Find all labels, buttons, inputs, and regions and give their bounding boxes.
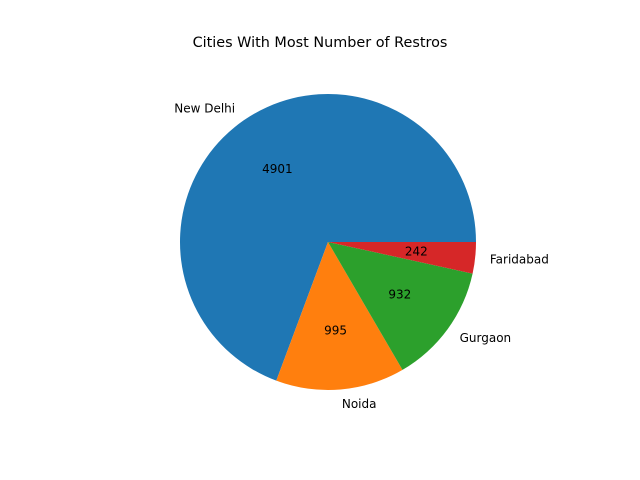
pie-value-labels: 4901 995 932 242 [262,162,428,337]
pie-category-label: Gurgaon [460,331,512,345]
pie-category-labels: New Delhi Noida Gurgaon Faridabad [174,101,549,411]
pie-value-label: 932 [388,287,411,301]
pie-slice-gurgaon [328,242,473,370]
pie-value-label: 995 [324,323,347,337]
pie-slice-noida [276,242,403,390]
pie-value-label: 242 [405,245,428,259]
chart-title: Cities With Most Number of Restros [192,35,448,51]
pie-slices [180,94,477,390]
pie-slice-faridabad [328,242,476,274]
pie-slice-new-delhi [180,94,477,381]
pie-category-label: New Delhi [174,101,235,115]
pie-value-label: 4901 [262,162,293,176]
pie-category-label: Faridabad [490,252,549,266]
pie-category-label: Noida [342,397,377,411]
